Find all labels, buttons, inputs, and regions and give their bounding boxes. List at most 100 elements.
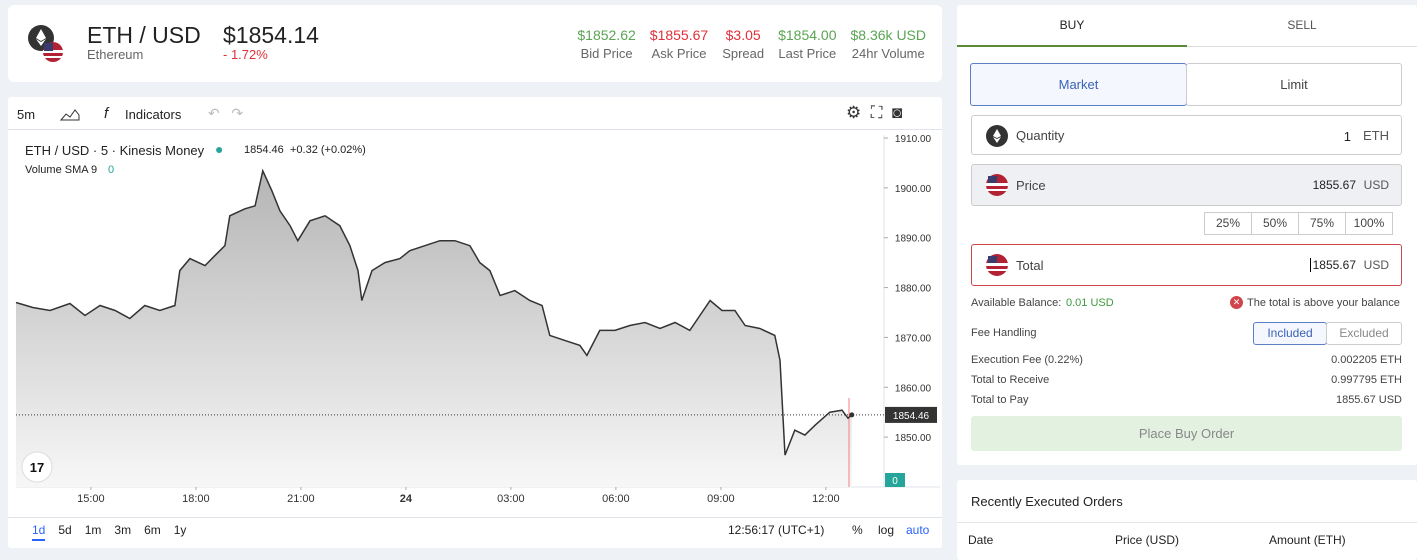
x-tick-label: 21:00 (287, 493, 315, 505)
pair: ETH / USD (87, 22, 201, 48)
bottom-divider (8, 517, 942, 518)
stat: $1855.67 Ask Price (650, 27, 708, 61)
range[interactable]: 1d (32, 523, 46, 541)
x-tick-label: 09:00 (707, 493, 735, 505)
unit: USD (1363, 178, 1389, 192)
stat-label: Ask Price (651, 46, 707, 61)
range[interactable]: 3m (114, 523, 132, 537)
label: Quantity (1016, 128, 1065, 143)
interval[interactable]: 5m (17, 107, 36, 122)
stat-label: 24hr Volume (851, 46, 925, 61)
column: Price (USD) (1115, 533, 1180, 547)
y-tick-label: 1880.00 (895, 284, 932, 295)
stat-value: $8.36k USD (850, 27, 926, 43)
divider (957, 522, 1417, 523)
range[interactable]: 5d (58, 523, 72, 537)
unit: USD (1363, 258, 1389, 272)
stat: $1852.62 Bid Price (577, 27, 635, 61)
last-price-tag (885, 406, 937, 423)
value: 1855.67 (1312, 178, 1356, 192)
volume-tag (885, 473, 905, 487)
legend-change: +0.32 (+0.02%) (290, 144, 366, 156)
balance-value: 0.01 USD (1066, 297, 1114, 309)
logo-bg (21, 451, 53, 483)
sell-tab[interactable]: SELL (1187, 5, 1417, 47)
percent-button[interactable]: 75% (1298, 212, 1346, 235)
value: 1 (1343, 129, 1351, 144)
x-tick-label: 06:00 (602, 493, 630, 505)
auto[interactable]: auto (906, 523, 930, 537)
y-tick-label: 1870.00 (895, 333, 932, 344)
fx-icon[interactable]: f (104, 105, 109, 122)
header: ETH / USD Ethereum $1854.14 - 1.72% $185… (8, 5, 942, 82)
label: Total (1016, 258, 1044, 273)
price-line (15, 168, 853, 456)
x-tick-label: 18:00 (182, 493, 210, 505)
toolbar-icons[interactable]: ⚙ ⛶ ◙ (846, 103, 903, 122)
indicators[interactable]: Indicators (125, 107, 182, 122)
percent-button[interactable]: 100% (1345, 212, 1393, 235)
toolbar-divider (8, 129, 942, 130)
quantity-field[interactable]: Quantity 1 ETH (971, 115, 1402, 155)
last-point (849, 412, 855, 418)
buy-tab[interactable]: BUY (957, 5, 1187, 47)
asset-name: Ethereum (87, 47, 144, 62)
chart: 1850.00 1860.00 1870.00 1880.00 1890.00 1900.… (15, 134, 940, 505)
stat: $8.36k USD 24hr Volume (851, 27, 926, 61)
change: - 1.72% (223, 47, 268, 62)
total-field[interactable]: Total 1855.67 USD (971, 244, 1402, 286)
stat-label: Last Price (778, 46, 837, 61)
column: Date (968, 533, 994, 547)
log[interactable]: log (878, 523, 895, 537)
undo-redo[interactable]: ↶ ↷ (208, 105, 244, 121)
y-tick-label: 1900.00 (895, 184, 932, 195)
stat-value: $1852.62 (577, 27, 636, 43)
stat: $1854.00 Last Price (778, 27, 836, 61)
x-tick-label: 15:00 (77, 493, 105, 505)
limit-mode[interactable]: Limit (1186, 63, 1402, 106)
row-label: Execution Fee (0.22%) (971, 354, 1083, 366)
legend-volume-value: 0 (108, 164, 115, 176)
legend-volume: Volume SMA 9 (25, 164, 98, 176)
market-mode[interactable]: Market (970, 63, 1187, 106)
range[interactable]: 1y (173, 523, 187, 537)
fee-included[interactable]: Included (1253, 322, 1327, 345)
row-value: 1855.67 USD (1335, 394, 1402, 406)
y-tick-label: 1890.00 (895, 234, 932, 245)
recent-title: Recently Executed Orders (971, 494, 1123, 509)
recent-orders: Recently Executed Orders Date Price (USD… (957, 480, 1417, 560)
chart-type-icon[interactable] (60, 107, 80, 121)
order-form: BUY SELL Market Limit Quantity 1 ETH Pri… (957, 5, 1417, 465)
row-label: Total to Receive (971, 374, 1050, 386)
x-tick-label: 24 (400, 493, 413, 505)
column: Amount (ETH) (1269, 533, 1346, 547)
area (16, 170, 852, 487)
price: $1854.14 (223, 22, 319, 48)
row-label: Total to Pay (971, 394, 1029, 406)
stat: $3.05 Spread (722, 27, 764, 61)
y-tick-label: 1860.00 (895, 383, 932, 394)
volume-label: 0 (892, 476, 898, 487)
percent-button[interactable]: 25% (1204, 212, 1252, 235)
legend-price: 1854.46 (244, 144, 284, 156)
label: Price (1016, 178, 1046, 193)
clock: 12:56:17 (UTC+1) (728, 523, 825, 537)
stats: $1852.62 Bid Price $1855.67 Ask Price $3.05 S… (577, 27, 926, 61)
error-icon: ✕ (1230, 296, 1243, 309)
unit: ETH (1363, 128, 1389, 143)
range[interactable]: 6m (144, 523, 161, 537)
value: 1855.67 (1309, 258, 1356, 272)
last-price-label: 1854.46 (893, 411, 930, 422)
stat-value: $3.05 (725, 27, 761, 43)
range[interactable]: 1m (84, 523, 102, 537)
fee-excluded[interactable]: Excluded (1326, 322, 1402, 345)
stat-label: Spread (722, 46, 765, 61)
y-tick-label: 1910.00 (895, 134, 932, 145)
place-order[interactable]: Place Buy Order (971, 416, 1402, 451)
balance-label: Available Balance: (971, 297, 1062, 309)
percent[interactable]: % (852, 523, 863, 537)
stat-value: $1855.67 (649, 27, 709, 43)
percent-button[interactable]: 50% (1251, 212, 1299, 235)
pair-icon (28, 25, 63, 62)
